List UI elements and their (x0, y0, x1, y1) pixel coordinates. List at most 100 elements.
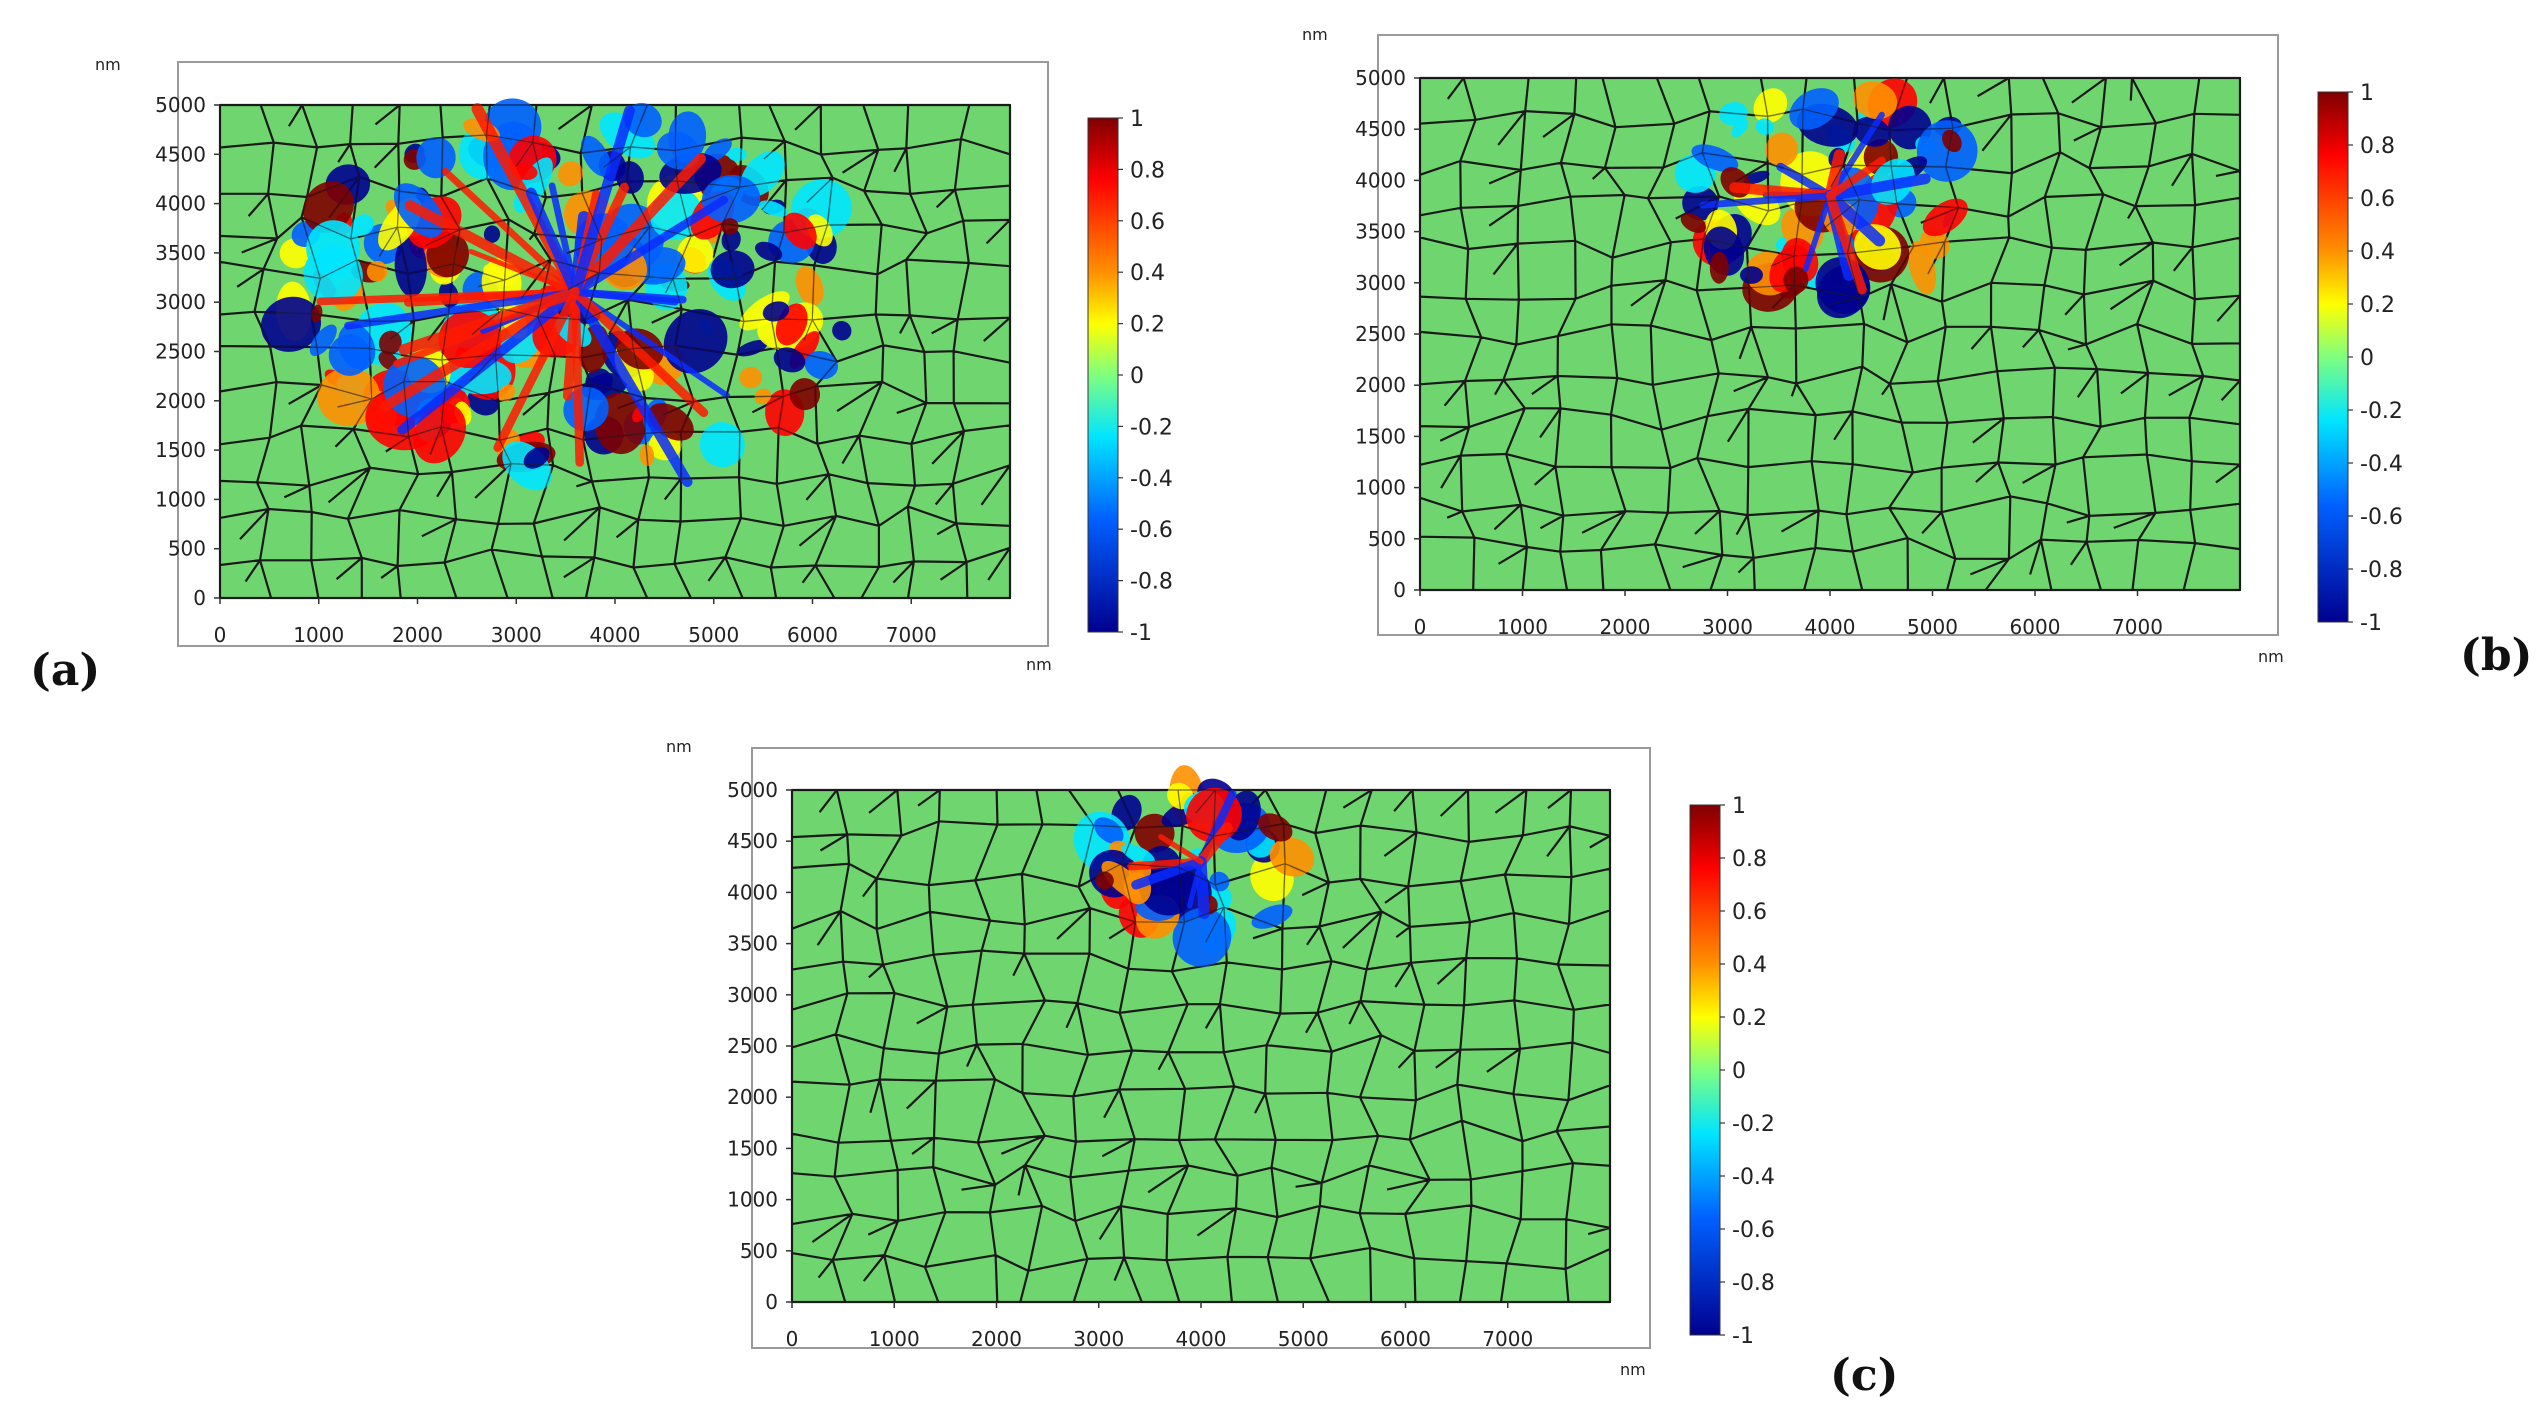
y-tick-label: 1000 (727, 1188, 778, 1212)
damage-zone (260, 98, 852, 491)
y-tick-label: 2500 (1355, 322, 1406, 346)
damage-spot (1680, 213, 1707, 233)
grain-boundary-overlay (791, 789, 1611, 1303)
y-tick-label: 2000 (155, 389, 206, 413)
colorbar-tick-label: -0.2 (2360, 399, 2403, 424)
y-tick-label: 4500 (155, 142, 206, 166)
x-tick-label: 0 (786, 1327, 799, 1351)
colorbar-tick-label: -0.4 (1130, 467, 1173, 492)
colorbar-tick-label: 0.2 (1130, 313, 1165, 338)
damage-spot (1709, 251, 1729, 284)
colorbar (1689, 804, 1721, 1336)
colorbar-tick-label: -0.4 (2360, 452, 2403, 477)
x-tick-label: 2000 (392, 623, 443, 647)
crack-streak (1824, 189, 1886, 247)
damage-spot (739, 366, 763, 389)
y-tick-label: 3000 (727, 983, 778, 1007)
x-tick-label: 5000 (1278, 1327, 1329, 1351)
crack-streak (441, 167, 579, 296)
damage-spot (1121, 844, 1155, 865)
panel-b: 5000450040003500300025002000150010005000… (1302, 25, 2532, 681)
damage-spot (523, 446, 550, 469)
colorbar-tick-label: 0.4 (1732, 953, 1767, 978)
damage-spot (782, 212, 817, 250)
damage-spot (378, 330, 402, 355)
y-tick-label: 4000 (155, 192, 206, 216)
crack-streak (570, 287, 693, 488)
crack-streak (1825, 191, 1867, 295)
colorbar-tick-label: 1 (2360, 81, 2374, 106)
damage-spot (1691, 144, 1739, 172)
y-tick-label: 4500 (727, 829, 778, 853)
damage-spot (773, 347, 806, 373)
panel-label: (c) (1830, 1350, 1898, 1401)
x-tick-label: 7000 (1482, 1327, 1533, 1351)
colorbar-tick-label: -0.8 (2360, 558, 2403, 583)
colorbar-tick-label: 0.6 (2360, 187, 2395, 212)
damage-spot (699, 422, 745, 468)
x-tick-label: 3000 (1702, 615, 1753, 639)
damage-spot (795, 266, 824, 306)
crack-streak (1195, 856, 1210, 920)
damage-spot (557, 161, 584, 187)
damage-spot (1765, 132, 1799, 167)
panel-c: 5000450040003500300025002000150010005000… (666, 737, 1898, 1401)
y-tick-label: 1000 (155, 487, 206, 511)
damage-spot (366, 260, 388, 282)
colorbar-tick-label: -0.2 (1732, 1112, 1775, 1137)
x-tick-label: 4000 (1805, 615, 1856, 639)
y-tick-label: 1500 (155, 438, 206, 462)
grain-boundary-overlay (219, 104, 1011, 599)
damage-spot (1755, 118, 1774, 135)
x-tick-label: 1000 (869, 1327, 920, 1351)
colorbar-tick-label: -0.8 (1130, 570, 1173, 595)
colorbar-tick-label: 0 (2360, 346, 2374, 371)
colorbar-tick-label: -0.2 (1130, 415, 1173, 440)
x-tick-label: 0 (1414, 615, 1427, 639)
colorbar-tick-label: 0 (1732, 1059, 1746, 1084)
x-tick-label: 6000 (1380, 1327, 1431, 1351)
damage-spot (497, 384, 516, 402)
colorbar (1087, 117, 1119, 633)
y-tick-label: 2000 (1355, 373, 1406, 397)
colorbar-tick-label: -1 (1732, 1324, 1754, 1349)
panel-label: (a) (30, 645, 100, 696)
y-tick-label: 2000 (727, 1085, 778, 1109)
damage-spot (721, 218, 739, 235)
colorbar-tick-label: -0.4 (1732, 1165, 1775, 1190)
crack-streak (572, 288, 679, 306)
crack-streak (1802, 192, 1833, 272)
damage-spot (668, 111, 707, 162)
crack-streak (570, 105, 635, 298)
y-unit-label: nm (1302, 25, 1328, 44)
y-tick-label: 3500 (727, 932, 778, 956)
y-tick-label: 5000 (727, 778, 778, 802)
colorbar-tick-label: 0.2 (2360, 293, 2395, 318)
panel-a: 5000450040003500300025002000150010005000… (30, 55, 1173, 696)
damage-spot (721, 228, 741, 252)
crack-streak (571, 287, 709, 418)
colorbar-tick-label: -1 (2360, 611, 2382, 636)
crack-streak (1824, 173, 1931, 202)
y-tick-label: 0 (765, 1290, 778, 1314)
damage-spot (1942, 129, 1962, 153)
x-unit-label: nm (2258, 647, 2284, 666)
x-tick-label: 7000 (2112, 615, 2163, 639)
y-tick-label: 2500 (155, 340, 206, 364)
damage-spot (351, 214, 374, 237)
colorbar-tick-label: -1 (1130, 621, 1152, 646)
y-tick-label: 4000 (1355, 168, 1406, 192)
damage-spot (701, 175, 761, 224)
damage-spot (755, 241, 783, 262)
y-tick-label: 3000 (155, 290, 206, 314)
y-tick-label: 500 (740, 1239, 778, 1263)
damage-spot (260, 296, 322, 352)
damage-spot (483, 263, 515, 286)
colorbar-tick-label: -0.6 (1732, 1218, 1775, 1243)
damage-spot (413, 403, 467, 464)
x-tick-label: 5000 (1907, 615, 1958, 639)
damage-spot (580, 135, 611, 177)
damage-spot (1743, 170, 1770, 185)
damage-spot (1852, 81, 1898, 120)
